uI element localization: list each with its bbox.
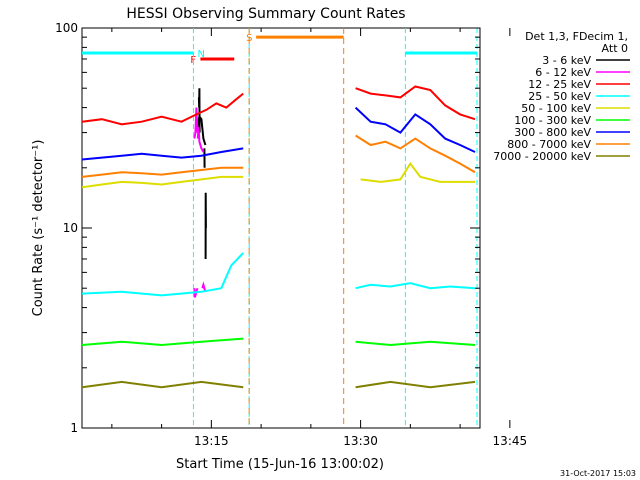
y-tick-label: 1 <box>70 421 78 435</box>
footer-timestamp: 31-Oct-2017 15:03 <box>560 469 636 478</box>
series-line <box>354 106 476 153</box>
series-line <box>81 175 244 189</box>
x-axis-label: Start Time (15-Jun-16 13:00:02) <box>176 457 384 472</box>
series-line <box>355 134 476 174</box>
series-line <box>201 281 207 293</box>
legend-label: 800 - 7000 keV <box>507 138 591 151</box>
x-tick-label: 13:15 <box>194 434 229 448</box>
series-line <box>81 92 244 126</box>
y-axis-label: Count Rate (s⁻¹ detector⁻¹) <box>31 140 46 317</box>
legend-label: 7000 - 20000 keV <box>493 150 591 163</box>
legend-label: 300 - 800 keV <box>514 126 591 139</box>
series-line <box>355 85 476 121</box>
y-tick-label: 10 <box>63 221 78 235</box>
chart-title: HESSI Observing Summary Count Rates <box>126 6 405 22</box>
x-tick-label: 13:45 <box>493 434 528 448</box>
series-line <box>193 107 199 139</box>
legend-label: 3 - 6 keV <box>542 54 591 67</box>
series-line <box>197 88 201 133</box>
series-line <box>81 252 244 297</box>
legend-label: 50 - 100 keV <box>521 102 591 115</box>
legend-title: Att 0 <box>602 42 628 55</box>
series-line <box>81 166 244 178</box>
series-line <box>81 380 244 389</box>
x-tick-label: 13:30 <box>343 434 378 448</box>
series-line <box>81 337 244 347</box>
legend-label: 100 - 300 keV <box>514 114 591 127</box>
legend-label: 12 - 25 keV <box>528 78 591 91</box>
series-line <box>355 380 476 389</box>
flag-label: S <box>246 33 252 44</box>
y-tick-label: 100 <box>55 21 78 35</box>
series-line <box>355 340 476 347</box>
legend-title: Det 1,3, FDecim 1, <box>525 30 628 43</box>
legend-label: 6 - 12 keV <box>535 66 591 79</box>
series-line <box>81 147 244 161</box>
series-line <box>355 282 476 290</box>
legend-label: 25 - 50 keV <box>528 90 591 103</box>
flag-label: N <box>197 49 204 60</box>
series-line <box>196 126 205 153</box>
series-line <box>360 161 475 183</box>
series-layer <box>81 85 476 389</box>
